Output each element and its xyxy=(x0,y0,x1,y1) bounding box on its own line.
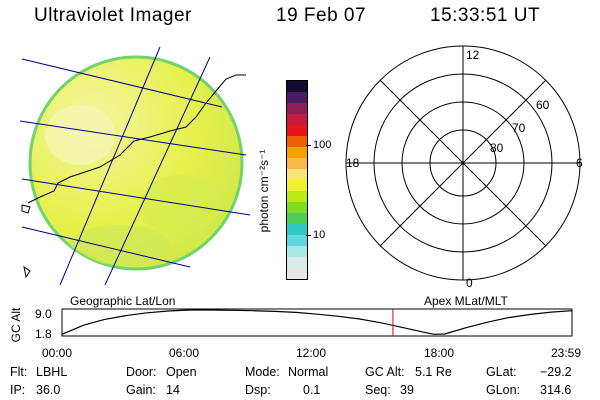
mlt-label-18: 18 xyxy=(346,156,360,170)
colorbar-tick-100 xyxy=(306,145,311,146)
dsp-label: Dsp: xyxy=(245,383,271,397)
colorbar-label-10: 10 xyxy=(313,229,326,241)
colorbar-swatch-1 xyxy=(287,257,307,268)
flt-value: LBHL xyxy=(36,365,68,379)
colorbar-swatch-3 xyxy=(287,235,307,246)
uvi-image-panel xyxy=(19,46,251,286)
coastline-fragment xyxy=(21,204,31,214)
time-tick-0600: 06:00 xyxy=(169,346,200,360)
colorbar-tick-10 xyxy=(306,235,311,236)
dsp-value: 0.1 xyxy=(303,383,321,397)
colorbar-swatch-11 xyxy=(287,147,307,158)
door-label: Door: xyxy=(126,365,157,379)
coastline xyxy=(27,74,246,204)
gain-label: Gain: xyxy=(126,383,156,397)
mlt-label-12: 12 xyxy=(466,48,480,62)
colorbar-swatch-4 xyxy=(287,224,307,235)
seq-value: 39 xyxy=(400,383,414,397)
glat-value: −29.2 xyxy=(540,365,572,379)
colorbar-swatch-14 xyxy=(287,114,307,125)
mlat-label-60: 60 xyxy=(536,98,550,112)
flt-label: Flt: xyxy=(10,365,28,379)
mlat-label-70: 70 xyxy=(512,121,526,135)
ip-value: 36.0 xyxy=(36,383,61,397)
glon-label: GLon: xyxy=(486,383,521,397)
mode-label: Mode: xyxy=(245,365,280,379)
altitude-y-tick-max: 9.0 xyxy=(35,307,52,321)
mlt-label-6: 6 xyxy=(576,156,583,170)
colorbar-swatch-10 xyxy=(287,158,307,169)
colorbar-swatch-9 xyxy=(287,169,307,180)
colorbar-swatch-6 xyxy=(287,202,307,213)
seq-label: Seq: xyxy=(365,383,391,397)
time-tick-0000: 00:00 xyxy=(42,346,73,360)
polar-caption: Apex MLat/MLT xyxy=(424,294,508,308)
colorbar-swatch-12 xyxy=(287,136,307,147)
instrument-title: Ultraviolet Imager xyxy=(34,5,192,26)
glat-label: GLat: xyxy=(486,365,517,379)
polar-diagonal xyxy=(379,79,547,247)
ip-label: IP: xyxy=(10,383,26,397)
gcalt-value: 5.1 Re xyxy=(415,365,452,379)
mlat-label-80: 80 xyxy=(490,141,504,155)
altitude-plot xyxy=(61,308,573,337)
altitude-series-line xyxy=(61,309,573,335)
time-tick-1800: 18:00 xyxy=(424,346,455,360)
colorbar-swatch-8 xyxy=(287,180,307,191)
colorbar-swatch-17 xyxy=(287,81,307,92)
date-label: 19 Feb 07 xyxy=(276,5,367,26)
altitude-y-tick-min: 1.8 xyxy=(35,327,52,341)
colorbar-swatch-7 xyxy=(287,191,307,202)
colorbar-swatch-2 xyxy=(287,246,307,257)
colorbar-swatch-5 xyxy=(287,213,307,224)
colorbar-swatch-0 xyxy=(287,268,307,279)
gain-value: 14 xyxy=(166,383,180,397)
door-value: Open xyxy=(166,365,197,379)
colorbar-swatch-15 xyxy=(287,103,307,114)
coastline-fragment xyxy=(23,265,31,279)
color-bar xyxy=(286,80,308,280)
uvi-caption: Geographic Lat/Lon xyxy=(70,294,176,308)
time-tick-2359: 23:59 xyxy=(551,346,582,360)
geo-grid xyxy=(19,46,251,286)
colorbar-label-100: 100 xyxy=(313,139,332,151)
colorbar-unit-label: photon cm⁻²s⁻¹ xyxy=(257,149,271,233)
time-tick-1200: 12:00 xyxy=(296,346,327,360)
polar-plot xyxy=(345,45,581,281)
time-label: 15:33:51 UT xyxy=(430,5,541,26)
colorbar-swatch-13 xyxy=(287,125,307,136)
altitude-y-label: GC Alt xyxy=(9,307,23,343)
colorbar-swatch-16 xyxy=(287,92,307,103)
mode-value: Normal xyxy=(288,365,329,379)
glon-value: 314.6 xyxy=(540,383,572,397)
mlt-label-0: 0 xyxy=(466,276,473,290)
gcalt-label: GC Alt: xyxy=(365,365,405,379)
altitude-plot-frame xyxy=(61,308,573,337)
